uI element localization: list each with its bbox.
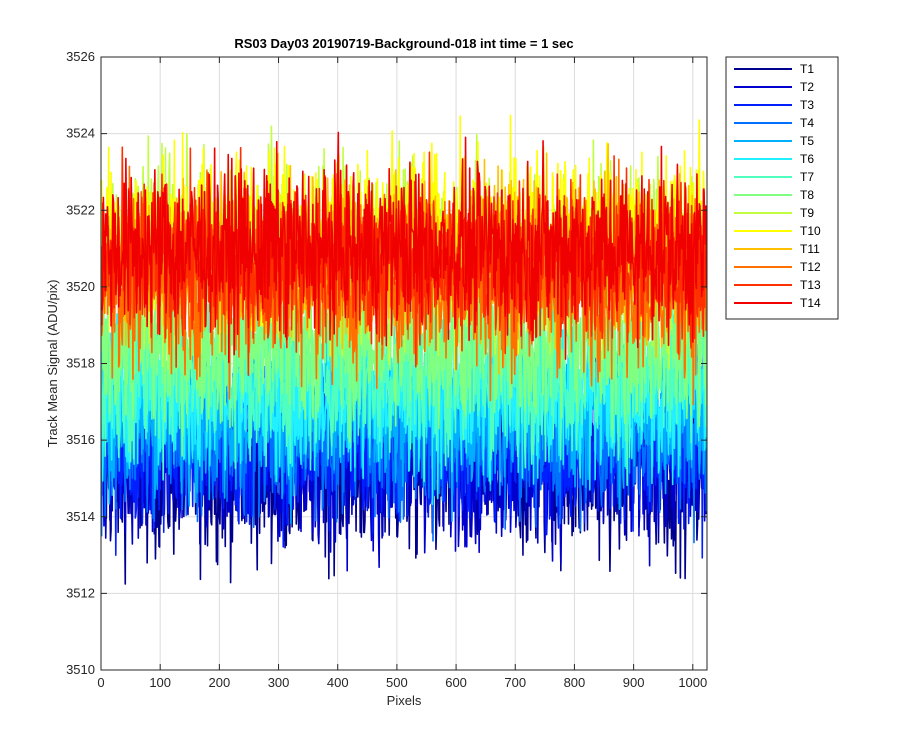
- y-tick-label: 3516: [66, 432, 95, 447]
- legend-label-t2: T2: [800, 80, 814, 94]
- series-line-t14: [101, 131, 707, 364]
- x-tick-label: 700: [504, 675, 526, 690]
- x-tick-label: 500: [386, 675, 408, 690]
- x-tick-label: 0: [97, 675, 104, 690]
- y-tick-label: 3518: [66, 356, 95, 371]
- y-tick-label: 3526: [66, 49, 95, 64]
- legend-label-t3: T3: [800, 98, 814, 112]
- legend-label-t7: T7: [800, 170, 814, 184]
- x-tick-label: 200: [209, 675, 231, 690]
- legend-label-t8: T8: [800, 188, 814, 202]
- x-axis-label: Pixels: [387, 693, 422, 708]
- legend-label-t1: T1: [800, 62, 814, 76]
- x-tick-label: 400: [327, 675, 349, 690]
- legend-label-t12: T12: [800, 260, 821, 274]
- legend-label-t6: T6: [800, 152, 814, 166]
- chart-title: RS03 Day03 20190719-Background-018 int t…: [234, 36, 573, 51]
- legend: T1 T2 T3 T4 T5 T6 T7 T8 T9 T10 T11 T12 T13 T14: [725, 56, 839, 320]
- series-line-t5: [101, 287, 707, 525]
- legend-label-t11: T11: [800, 242, 820, 256]
- y-axis-label: Track Mean Signal (ADU/pix): [45, 280, 60, 448]
- legend-label-t14: T14: [800, 296, 821, 310]
- legend-label-t9: T9: [800, 206, 814, 220]
- x-tick-label: 900: [623, 675, 645, 690]
- legend-label-t5: T5: [800, 134, 814, 148]
- y-tick-label: 3524: [66, 126, 95, 141]
- x-tick-label: 300: [268, 675, 290, 690]
- x-tick-label: 600: [445, 675, 467, 690]
- y-tick-label: 3512: [66, 585, 95, 600]
- legend-box: [725, 56, 839, 320]
- x-tick-label: 100: [149, 675, 171, 690]
- legend-label-t13: T13: [800, 278, 821, 292]
- x-tick-label: 1000: [678, 675, 707, 690]
- legend-label-t4: T4: [800, 116, 814, 130]
- series-lines: [101, 114, 707, 585]
- x-tick-label: 800: [564, 675, 586, 690]
- legend-label-t10: T10: [800, 224, 821, 238]
- y-tick-label: 3520: [66, 279, 95, 294]
- axis-ticks: 0 100 200 300 400 500 600 700 800 900 1000 3510 3512…: [66, 49, 707, 690]
- y-tick-label: 3514: [66, 509, 95, 524]
- y-tick-label: 3522: [66, 202, 95, 217]
- y-tick-label: 3510: [66, 662, 95, 677]
